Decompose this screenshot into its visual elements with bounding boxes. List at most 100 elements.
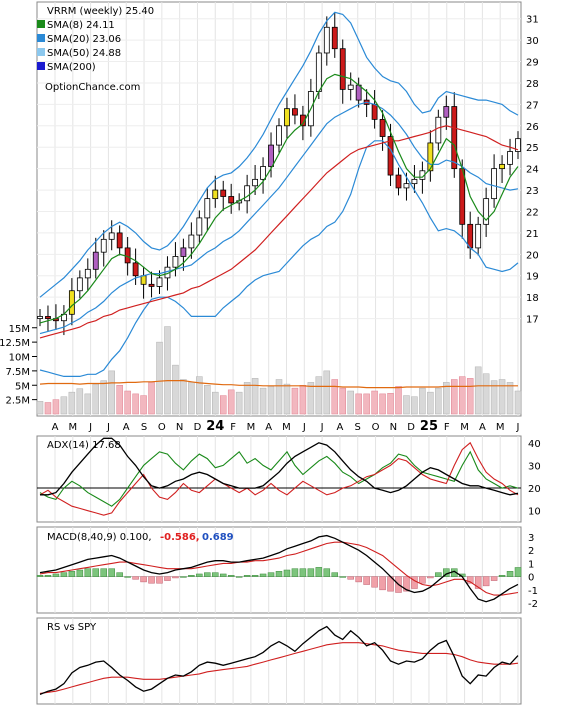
candle-body (491, 168, 498, 200)
adx-line (40, 437, 519, 496)
volume-bar (180, 379, 187, 415)
x-tick-label: D (407, 422, 415, 433)
volume-bar (387, 393, 394, 415)
volume-tick-label: 5M (15, 381, 30, 392)
candle-body (244, 185, 251, 202)
price-tick-label: 20 (526, 250, 539, 261)
price-tick-label: 31 (526, 15, 539, 26)
adx-tick-label: 30 (528, 461, 541, 472)
volume-bar (355, 393, 362, 415)
volume-bar (219, 395, 227, 415)
macd-histogram-bar (355, 576, 362, 583)
macd-histogram-bar (419, 576, 426, 584)
rs-panel (36, 617, 522, 705)
candle-body (507, 151, 513, 165)
x-tick-label: J (320, 422, 324, 433)
candle-body (292, 108, 298, 116)
volume-bar (443, 382, 450, 415)
macd-histogram-bar (347, 576, 354, 580)
macd-histogram-bar (204, 572, 211, 577)
volume-bar (204, 385, 211, 415)
x-tick-label: N (390, 422, 397, 433)
macd-histogram-bar (36, 575, 44, 577)
macd-histogram-bar (140, 576, 147, 583)
volume-bar (251, 378, 259, 415)
volume-tick-label: 2.5M (5, 396, 30, 407)
candle-body (148, 283, 155, 287)
macd-tick-label: -2 (528, 599, 538, 610)
candle-body (92, 251, 99, 270)
macd-histogram-bar (291, 568, 299, 577)
macd-histogram-bar (68, 571, 76, 577)
volume-bar (188, 382, 195, 415)
candle-body (188, 234, 195, 249)
candle-body (140, 275, 147, 285)
macd-histogram-bar (427, 576, 434, 579)
price-legend: VRRM (weekly) 25.40 SMA(8) 24.11 SMA(20)… (37, 6, 154, 93)
volume-bar (419, 387, 426, 415)
volume-bar (132, 393, 139, 415)
price-tick-label: 26 (526, 122, 539, 133)
x-tick-label: A (479, 422, 486, 433)
macd-histogram-bar (275, 571, 283, 577)
sma20-line (39, 101, 519, 335)
candle-body (299, 114, 306, 127)
volume-bar (60, 396, 68, 415)
watermark: OptionChance.com (45, 82, 140, 93)
volume-bar (140, 395, 147, 415)
candle-body (331, 26, 338, 50)
volume-bar (323, 370, 331, 415)
volume-bar (44, 402, 52, 415)
candle-body (172, 256, 179, 268)
adx-tick-label: 20 (528, 484, 541, 495)
x-tick-label: J (106, 422, 110, 433)
macd-histogram-bar (196, 573, 203, 577)
rs-average-line (39, 642, 519, 694)
x-tick-label: J (88, 422, 92, 433)
macd-histogram-bar (52, 573, 60, 577)
adx-tick-label: 10 (528, 507, 541, 518)
macd-histogram-bar (92, 568, 100, 577)
candle-body (499, 163, 505, 170)
adx-panel (36, 435, 522, 523)
legend-sma50: SMA(50) 24.88 (47, 48, 121, 59)
legend-swatch-sma8 (37, 20, 45, 28)
bollinger-lower-line (39, 140, 519, 377)
x-tick-label: A (123, 422, 130, 433)
macd-histogram-bar (76, 569, 84, 577)
macd-histogram-bar (100, 568, 107, 577)
macd-histogram-bar (148, 576, 155, 584)
volume-bar (395, 386, 402, 415)
candle-body (276, 125, 282, 146)
volume-bar (371, 390, 378, 415)
x-tick-label: F (230, 422, 236, 433)
candle-body (515, 138, 521, 152)
candle-body (156, 277, 163, 287)
macd-histogram-bar (212, 572, 219, 577)
macd-tick-label: 1 (528, 559, 534, 570)
candle-body (411, 178, 418, 185)
volume-bar (227, 389, 235, 415)
macd-histogram-bar (172, 576, 179, 579)
bollinger-upper-line (39, 11, 519, 298)
macd-signal-label: -0.586, (160, 532, 200, 543)
legend-title: VRRM (weekly) 25.40 (47, 6, 154, 17)
x-tick-label: 25 (420, 419, 438, 434)
candle-body (459, 168, 466, 225)
volume-bar (427, 391, 434, 415)
volume-bar (466, 378, 474, 415)
macd-histogram-bar (315, 567, 323, 577)
macd-tick-label: 3 (528, 533, 534, 544)
candle-body (84, 268, 91, 279)
price-tick-label: 21 (526, 229, 539, 240)
volume-bar (148, 382, 155, 415)
sma8-line (39, 73, 519, 324)
volume-bar (212, 391, 219, 415)
volume-bar (474, 366, 482, 415)
volume-bar (331, 379, 339, 415)
macd-histogram-bar (411, 576, 418, 589)
volume-bar (291, 387, 299, 415)
volume-bar (307, 382, 315, 415)
volume-bar (490, 380, 498, 415)
macd-histogram-bar (180, 576, 187, 578)
